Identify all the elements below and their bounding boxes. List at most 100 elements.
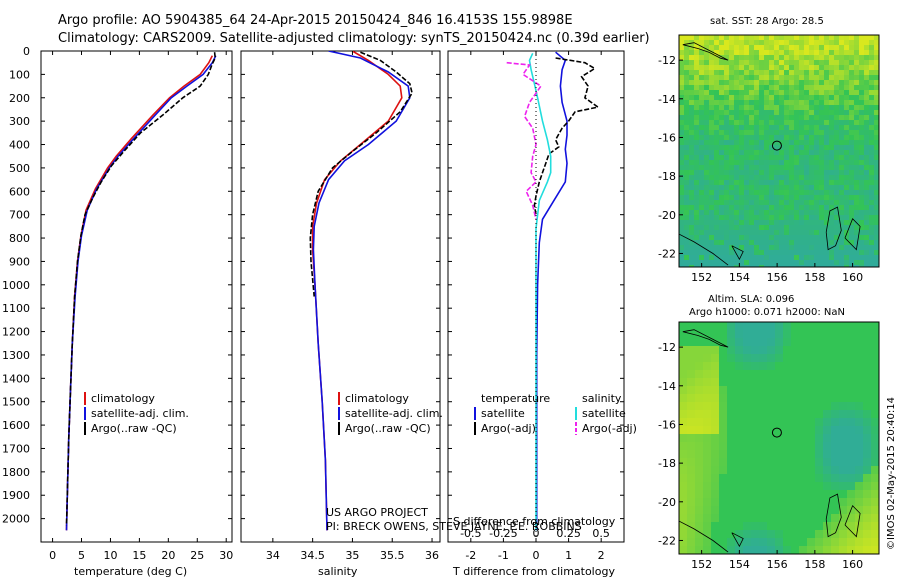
map-cell bbox=[783, 434, 791, 442]
map-cell bbox=[864, 60, 869, 65]
map-cell bbox=[814, 225, 819, 230]
map-cell bbox=[694, 140, 699, 145]
map-cell bbox=[869, 220, 874, 225]
map-cell bbox=[739, 75, 744, 80]
map-cell bbox=[794, 210, 799, 215]
map-cell bbox=[831, 362, 839, 370]
map-cell bbox=[764, 255, 769, 260]
map-cell bbox=[767, 322, 775, 330]
map-cell bbox=[699, 235, 704, 240]
map-cell bbox=[679, 60, 684, 65]
map-cell bbox=[809, 165, 814, 170]
map-cell bbox=[799, 125, 804, 130]
map-cell bbox=[814, 35, 819, 40]
map-cell bbox=[791, 370, 799, 378]
map-cell bbox=[727, 530, 735, 538]
map-cell bbox=[703, 322, 711, 330]
map-cell bbox=[679, 70, 684, 75]
map-cell bbox=[684, 70, 689, 75]
map-cell bbox=[794, 85, 799, 90]
map-cell bbox=[804, 65, 809, 70]
map-cell bbox=[869, 110, 874, 115]
map-cell bbox=[749, 85, 754, 90]
map-cell bbox=[724, 145, 729, 150]
map-cell bbox=[874, 250, 879, 255]
map-cell bbox=[739, 65, 744, 70]
map-cell bbox=[689, 210, 694, 215]
map-cell bbox=[684, 130, 689, 135]
map-cell bbox=[844, 230, 849, 235]
map-cell bbox=[764, 90, 769, 95]
map-cell bbox=[751, 474, 759, 482]
map-cell bbox=[751, 386, 759, 394]
map-cell bbox=[759, 450, 767, 458]
map-cell bbox=[869, 265, 874, 267]
map-cell bbox=[704, 185, 709, 190]
map-cell bbox=[703, 402, 711, 410]
depth-tick-label: 1100 bbox=[2, 302, 30, 315]
map-cell bbox=[744, 115, 749, 120]
map-cell bbox=[855, 538, 863, 546]
map-cell bbox=[714, 190, 719, 195]
map-cell bbox=[679, 185, 684, 190]
map-cell bbox=[751, 410, 759, 418]
map-cell bbox=[834, 80, 839, 85]
map-cell bbox=[695, 522, 703, 530]
map-cell bbox=[764, 175, 769, 180]
map-cell bbox=[799, 466, 807, 474]
map-cell bbox=[729, 210, 734, 215]
map-cell bbox=[695, 378, 703, 386]
map-cell bbox=[779, 45, 784, 50]
map-cell bbox=[704, 150, 709, 155]
map-cell bbox=[859, 225, 864, 230]
map-cell bbox=[844, 255, 849, 260]
map-cell bbox=[709, 55, 714, 60]
map-cell bbox=[759, 165, 764, 170]
map-cell bbox=[864, 250, 869, 255]
map-cell bbox=[679, 110, 684, 115]
map-cell bbox=[775, 450, 783, 458]
map-cell bbox=[819, 215, 824, 220]
map-cell bbox=[819, 180, 824, 185]
map-cell bbox=[699, 45, 704, 50]
map-cell bbox=[709, 175, 714, 180]
map-cell bbox=[709, 265, 714, 267]
map-cell bbox=[847, 370, 855, 378]
map-cell bbox=[874, 50, 879, 55]
map-cell bbox=[734, 95, 739, 100]
map-cell bbox=[704, 155, 709, 160]
map-cell bbox=[824, 220, 829, 225]
map-cell bbox=[727, 538, 735, 546]
map-cell bbox=[839, 522, 847, 530]
map-cell bbox=[704, 100, 709, 105]
map-cell bbox=[829, 105, 834, 110]
x-tick-label: 2 bbox=[598, 549, 605, 562]
map-cell bbox=[774, 190, 779, 195]
map-cell bbox=[703, 466, 711, 474]
map-cell bbox=[871, 442, 879, 450]
map-cell bbox=[704, 95, 709, 100]
map-cell bbox=[724, 165, 729, 170]
map-cell bbox=[804, 125, 809, 130]
map-cell bbox=[804, 210, 809, 215]
sst-map-frame bbox=[678, 34, 880, 268]
map-cell bbox=[774, 215, 779, 220]
map-cell bbox=[694, 55, 699, 60]
map-cell bbox=[844, 110, 849, 115]
map-cell bbox=[799, 474, 807, 482]
map-x-tick-label: 156 bbox=[767, 271, 788, 284]
map-cell bbox=[869, 75, 874, 80]
map-cell bbox=[767, 450, 775, 458]
map-cell bbox=[714, 150, 719, 155]
map-cell bbox=[824, 55, 829, 60]
map-cell bbox=[724, 40, 729, 45]
map-cell bbox=[764, 230, 769, 235]
map-cell bbox=[714, 230, 719, 235]
map-cell bbox=[824, 90, 829, 95]
map-cell bbox=[714, 40, 719, 45]
map-cell bbox=[831, 354, 839, 362]
map-cell bbox=[754, 155, 759, 160]
map-cell bbox=[699, 40, 704, 45]
map-cell bbox=[743, 434, 751, 442]
map-cell bbox=[784, 115, 789, 120]
